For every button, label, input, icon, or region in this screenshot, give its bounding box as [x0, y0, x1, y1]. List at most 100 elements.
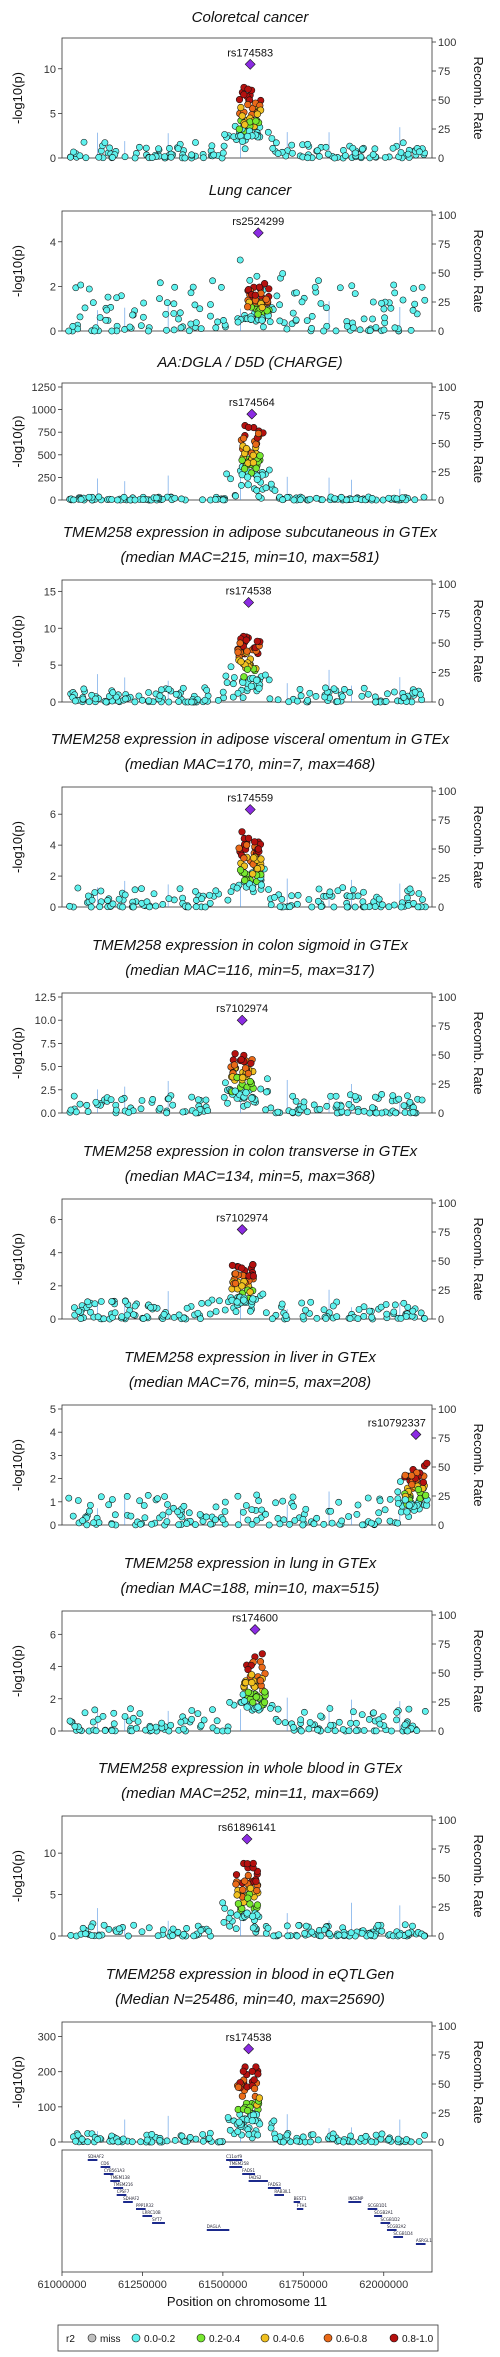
- snp-point: [169, 1101, 177, 1109]
- snp-point: [367, 1931, 374, 1939]
- snp-point: [154, 1495, 161, 1502]
- snp-point: [322, 684, 329, 692]
- snp-point: [343, 903, 351, 911]
- gene-label: CPSF7: [117, 2189, 130, 2194]
- snp-point-ld: [238, 137, 247, 145]
- y-tick-label: 250: [38, 472, 56, 484]
- gene-label: RAB3IL1: [274, 2189, 291, 2194]
- x-axis-label: Position on chromosome 11: [167, 2294, 327, 2309]
- y-axis-label: -log10(p): [10, 1850, 25, 1902]
- snp-point-ld: [401, 1471, 409, 1479]
- right-tick-label: 25: [438, 2108, 450, 2120]
- snp-point: [294, 697, 301, 705]
- snp-point: [372, 698, 379, 706]
- snp-point: [95, 493, 103, 501]
- snp-point-ld: [238, 456, 246, 464]
- snp-point: [202, 1096, 210, 1104]
- lead-snp-label: rs174600: [232, 1613, 278, 1625]
- snp-point: [306, 1719, 314, 1726]
- snp-point: [239, 1508, 247, 1516]
- snp-point: [299, 1521, 307, 1529]
- snp-point: [369, 1104, 376, 1111]
- right-tick-label: 75: [438, 609, 450, 621]
- snp-point: [212, 1308, 220, 1315]
- snp-point-ld: [253, 865, 262, 873]
- right-tick-label: 0: [438, 1726, 444, 1738]
- y-tick-label: 0: [50, 495, 56, 507]
- snp-point: [103, 306, 111, 314]
- snp-point-ld: [233, 1911, 241, 1919]
- snp-point: [212, 324, 220, 332]
- snp-point: [266, 695, 274, 703]
- snp-point: [304, 1108, 311, 1116]
- snp-point: [170, 326, 178, 334]
- snp-point: [139, 696, 146, 704]
- snp-point: [225, 1914, 233, 1922]
- panel-title: TMEM258 expression in colon transverse i…: [83, 1143, 418, 1160]
- snp-point: [299, 2133, 307, 2141]
- snp-point: [313, 494, 320, 502]
- panel-title: TMEM258 expression in blood in eQTLGen: [106, 1966, 394, 1983]
- snp-point: [289, 149, 296, 157]
- snp-point: [406, 1098, 414, 1106]
- y-axis-label: -log10(p): [10, 821, 25, 873]
- snp-point-ld: [240, 1697, 248, 1705]
- gene-label: TMEM258: [228, 2161, 249, 2166]
- snp-point: [213, 1727, 221, 1735]
- snp-point: [174, 145, 182, 152]
- snp-point: [130, 1311, 137, 1318]
- snp-point: [204, 1299, 212, 1307]
- snp-point: [92, 695, 99, 703]
- snp-point: [133, 1724, 140, 1732]
- snp-point: [304, 696, 311, 704]
- gene-label: SCGB1D2: [381, 2217, 401, 2222]
- snp-point-ld: [423, 1459, 431, 1467]
- snp-point-ld: [419, 1478, 427, 1486]
- snp-point-ld: [238, 1282, 246, 1290]
- gene-label: PPP1R32: [136, 2203, 154, 2208]
- snp-point: [267, 480, 275, 488]
- snp-point: [381, 314, 388, 322]
- snp-point: [295, 1922, 303, 1929]
- snp-point: [185, 327, 193, 335]
- snp-point: [163, 326, 170, 334]
- right-tick-label: 50: [438, 439, 450, 451]
- snp-point: [72, 697, 79, 705]
- y-tick-label: 1: [50, 1497, 56, 1509]
- snp-point: [313, 1514, 321, 1522]
- snp-point: [369, 298, 377, 306]
- snp-point: [176, 309, 184, 317]
- snp-point: [352, 1727, 360, 1735]
- snp-point: [401, 1721, 409, 1729]
- snp-point: [315, 885, 323, 893]
- snp-point: [212, 496, 219, 503]
- snp-point: [265, 466, 273, 474]
- snp-point: [213, 1717, 221, 1725]
- y-tick-label: 100: [38, 2102, 56, 2114]
- snp-point: [359, 145, 366, 153]
- snp-point: [246, 277, 254, 284]
- snp-point: [131, 154, 139, 162]
- snp-point: [224, 896, 232, 904]
- snp-point: [271, 2135, 279, 2142]
- snp-point: [317, 1712, 324, 1720]
- snp-point-ld: [248, 2117, 256, 2125]
- snp-point-ld: [258, 303, 266, 312]
- gene-label: ASRGL1: [416, 2238, 432, 2243]
- snp-point-ld: [248, 2067, 256, 2075]
- snp-point: [379, 901, 386, 909]
- y-tick-label: 300: [38, 2032, 56, 2044]
- snp-point: [339, 884, 347, 891]
- snp-point: [404, 150, 412, 158]
- snp-point: [95, 1932, 103, 1940]
- snp-point: [276, 317, 284, 325]
- snp-point-ld: [244, 1666, 252, 1674]
- snp-point: [156, 1104, 164, 1112]
- snp-point-ld: [247, 1884, 255, 1892]
- snp-point-ld: [251, 291, 259, 299]
- y-tick-label: 0: [50, 1931, 56, 1943]
- snp-point-ld: [244, 132, 252, 140]
- snp-point: [242, 1502, 250, 1509]
- snp-point: [140, 313, 147, 321]
- right-axis-label: Recomb. Rate: [471, 599, 486, 682]
